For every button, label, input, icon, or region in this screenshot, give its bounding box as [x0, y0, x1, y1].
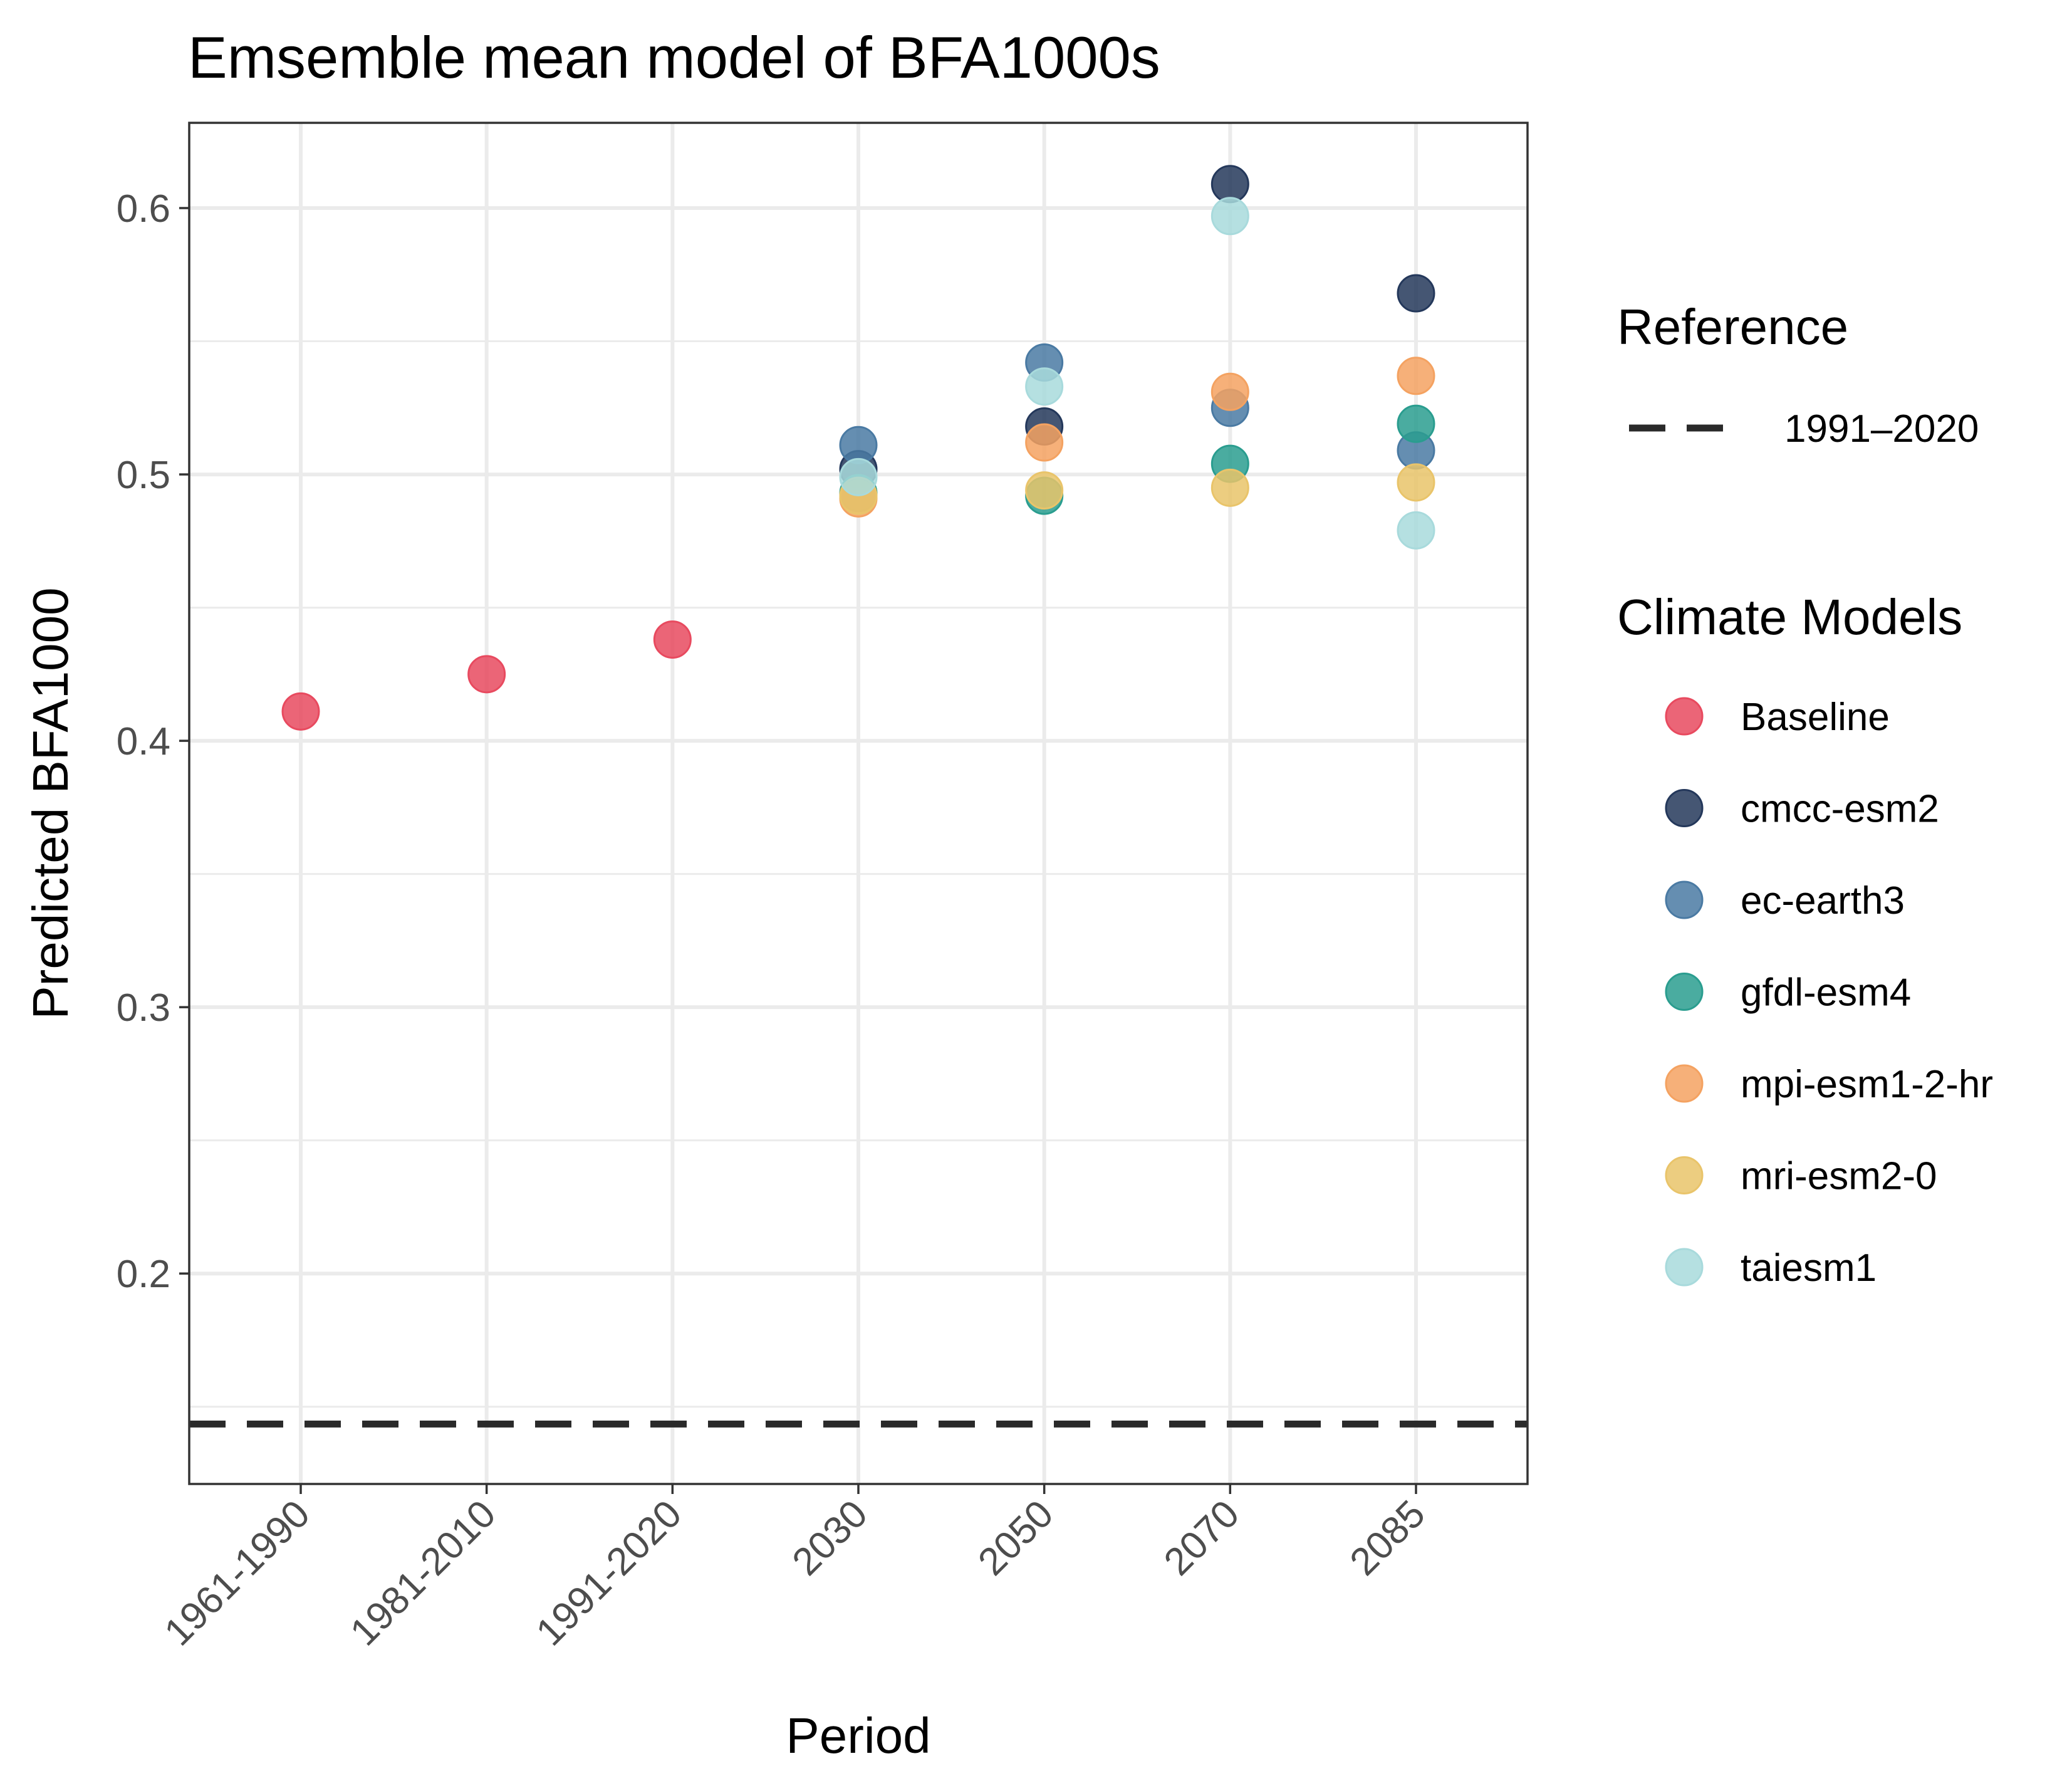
legend-swatch-cmcc-esm2: [1665, 789, 1704, 827]
legend-swatch-mpi-esm1-2-hr: [1665, 1064, 1704, 1103]
data-point-Baseline: [653, 620, 692, 659]
y-tick-label: 0.2: [117, 1253, 170, 1296]
legend-label-cmcc-esm2: cmcc-esm2: [1741, 788, 1939, 831]
data-point-mpi-esm1-2-hr: [1025, 423, 1064, 462]
data-point-mri-esm2-0: [1397, 463, 1435, 502]
legend-swatch-mri-esm2-0: [1665, 1156, 1704, 1194]
legend-label-gfdl-esm4: gfdl-esm4: [1741, 971, 1911, 1015]
legend-swatch-taiesm1: [1665, 1248, 1704, 1287]
data-point-mri-esm2-0: [1025, 471, 1064, 510]
legend-model-items: Baseline cmcc-esm2 ec-earth3 gfdl-esm4 mpi-e…: [1665, 696, 1993, 1290]
legend-label-taiesm1: taiesm1: [1741, 1246, 1877, 1290]
legend-label-mpi-esm1-2-hr: mpi-esm1-2-hr: [1741, 1063, 1993, 1106]
y-tick-label: 0.3: [117, 986, 170, 1030]
legend-models-title: Climate Models: [1617, 589, 1962, 645]
data-point-mpi-esm1-2-hr: [1397, 357, 1435, 395]
chart-title: Emsemble mean model of BFA1000s: [188, 24, 1160, 90]
data-point-mri-esm2-0: [1210, 468, 1249, 507]
data-point-Baseline: [281, 692, 320, 731]
legend-reference-title: Reference: [1617, 299, 1848, 355]
data-point-cmcc-esm2: [1210, 165, 1249, 204]
data-point-taiesm1: [839, 457, 878, 496]
y-tick-label: 0.5: [117, 454, 170, 497]
data-point-taiesm1: [1025, 367, 1064, 406]
data-point-ec-earth3: [839, 426, 878, 464]
x-axis-title: Period: [786, 1708, 930, 1763]
grid-lines: [189, 123, 1528, 1484]
data-point-mpi-esm1-2-hr: [1210, 372, 1249, 411]
data-point-taiesm1: [1397, 511, 1435, 550]
legend-label-mri-esm2-0: mri-esm2-0: [1741, 1155, 1937, 1198]
legend-swatch-gfdl-esm4: [1665, 973, 1704, 1011]
legend: Reference 1991–2020 Climate Models Basel…: [1617, 299, 1993, 1290]
data-points: [281, 165, 1435, 731]
data-point-Baseline: [467, 655, 506, 694]
data-point-taiesm1: [1210, 197, 1249, 236]
y-axis-ticks: 0.2 0.3 0.4 0.5 0.6: [117, 187, 189, 1296]
legend-swatch-ec-earth3: [1665, 880, 1704, 919]
legend-label-ec-earth3: ec-earth3: [1741, 879, 1905, 922]
y-tick-label: 0.4: [117, 720, 170, 763]
data-point-cmcc-esm2: [1397, 274, 1435, 313]
y-tick-label: 0.6: [117, 187, 170, 231]
data-point-gfdl-esm4: [1397, 404, 1435, 443]
legend-label-Baseline: Baseline: [1741, 696, 1890, 739]
y-axis-title: Predicted BFA1000: [23, 587, 78, 1019]
legend-reference-label: 1991–2020: [1784, 407, 1979, 451]
legend-swatch-Baseline: [1665, 697, 1704, 736]
